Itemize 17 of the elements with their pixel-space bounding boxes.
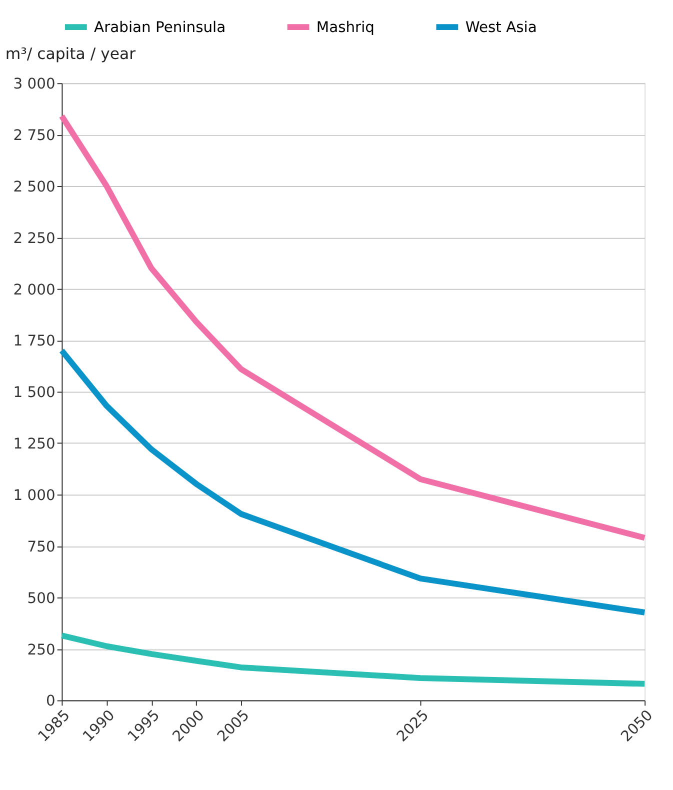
- y-tick-label: 250: [27, 641, 56, 658]
- y-tick-label: 500: [27, 590, 56, 607]
- y-tick-label: 1 000: [13, 486, 56, 504]
- y-tick-label: 2 250: [13, 230, 56, 247]
- legend-label: Arabian Peninsula: [94, 18, 226, 36]
- y-tick-label: 1 250: [13, 436, 56, 453]
- legend-label: Mashriq: [316, 18, 374, 36]
- y-tick-label: 2 000: [13, 281, 56, 298]
- y-tick-label: 2 500: [13, 178, 56, 196]
- y-tick-label: 2 750: [13, 126, 56, 144]
- y-tick-label: 1 500: [13, 384, 56, 402]
- y-tick-label: 1 750: [13, 332, 56, 350]
- legend-label: West Asia: [465, 18, 537, 36]
- y-tick-label: 750: [27, 538, 56, 556]
- y-tick-label: 3 000: [13, 76, 56, 93]
- y-axis-title: m³/ capita / year: [5, 44, 136, 64]
- y-tick-label: 0: [46, 692, 56, 710]
